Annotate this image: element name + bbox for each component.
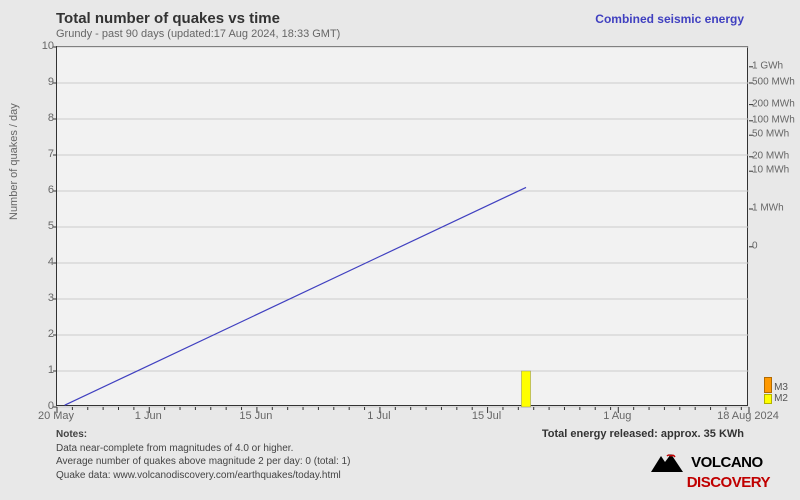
y-axis-label: Number of quakes / day (8, 103, 20, 220)
y2-tick-label: 20 MWh (752, 150, 789, 161)
y2-tick-label: 1 GWh (752, 60, 783, 71)
notes-line: Quake data: www.volcanodiscovery.com/ear… (56, 469, 350, 483)
mag-label: M3 (774, 382, 788, 393)
chart-subtitle: Grundy - past 90 days (updated:17 Aug 20… (56, 28, 340, 40)
mag-swatch-m2 (764, 394, 772, 404)
mag-label: M2 (774, 393, 788, 404)
x-tick-label: 15 Jul (472, 410, 501, 422)
y2-tick-label: 100 MWh (752, 114, 795, 125)
plot-area (56, 46, 748, 406)
logo-text-discovery: DISCOVERY (687, 474, 770, 491)
notes-line: Data near-complete from magnitudes of 4.… (56, 442, 350, 456)
y-tick-label: 3 (48, 292, 54, 304)
y-tick-label: 6 (48, 184, 54, 196)
header-row: Total number of quakes vs time Combined … (56, 10, 744, 27)
x-tick-label: 18 Aug 2024 (717, 410, 779, 422)
y-tick-label: 9 (48, 76, 54, 88)
y-tick-label: 8 (48, 112, 54, 124)
notes-line: Average number of quakes above magnitude… (56, 455, 350, 469)
notes-block: Notes: Data near-complete from magnitude… (56, 428, 350, 482)
chart-title: Total number of quakes vs time (56, 10, 280, 27)
x-tick-label: 1 Jul (367, 410, 390, 422)
volcano-icon (647, 452, 687, 474)
mag-legend-item: M2 (764, 393, 788, 404)
energy-legend-label: Combined seismic energy (595, 12, 744, 26)
y-tick-label: 2 (48, 328, 54, 340)
total-energy-text: Total energy released: approx. 35 KWh (542, 428, 744, 440)
y-tick-label: 5 (48, 220, 54, 232)
chart-container: Total number of quakes vs time Combined … (0, 0, 800, 500)
y2-tick-label: 10 MWh (752, 165, 789, 176)
volcano-discovery-logo: VOLCANO DISCOVERY (647, 452, 770, 492)
magnitude-legend: M3 M2 (764, 377, 788, 404)
x-tick-label: 15 Jun (239, 410, 272, 422)
y2-tick-label: 0 (752, 240, 758, 251)
mag-swatch-m3 (764, 377, 772, 393)
logo-text-volcano: VOLCANO (691, 454, 763, 471)
y2-tick-label: 200 MWh (752, 98, 795, 109)
y2-tick-label: 1 MWh (752, 203, 784, 214)
y2-tick-label: 50 MWh (752, 129, 789, 140)
mag-legend-item: M3 (764, 377, 788, 393)
x-tick-label: 1 Aug (603, 410, 631, 422)
y2-tick-label: 500 MWh (752, 77, 795, 88)
y-tick-label: 1 (48, 364, 54, 376)
x-tick-label: 1 Jun (135, 410, 162, 422)
notes-heading: Notes: (56, 428, 350, 442)
plot-svg (57, 47, 749, 407)
x-tick-label: 20 May (38, 410, 74, 422)
y-tick-label: 7 (48, 148, 54, 160)
y-tick-label: 4 (48, 256, 54, 268)
y-tick-label: 10 (42, 40, 54, 52)
